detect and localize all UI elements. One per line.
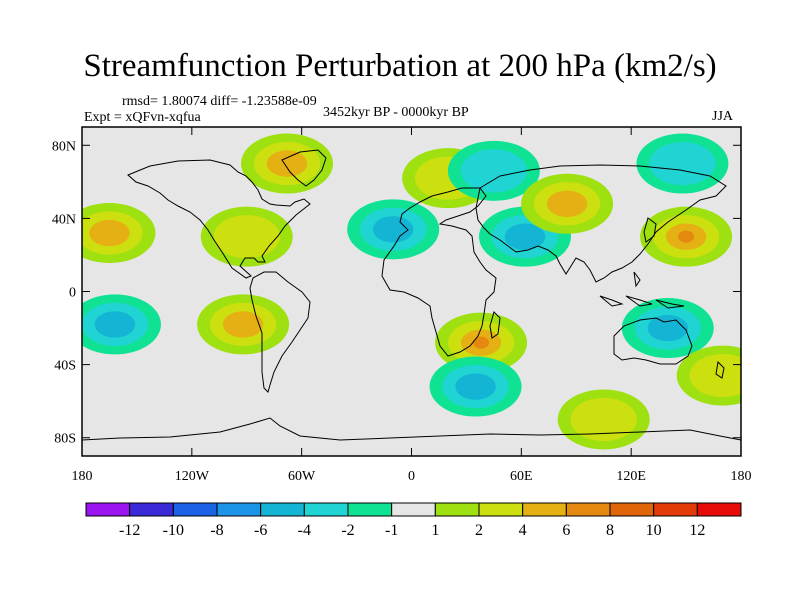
x-tick-label: 180: [731, 469, 752, 484]
anomaly-contour-1-2: [94, 311, 136, 338]
y-tick-label: 40S: [54, 359, 76, 374]
colorbar-label: -4: [298, 522, 311, 539]
experiment-label: Expt = xQFvn-xqfua: [84, 110, 201, 125]
anomaly-contour-16-1: [689, 353, 741, 398]
coast-south-america: [249, 271, 311, 393]
axis-ticks: [81, 127, 742, 456]
period-label: 3452kyr BP - 0000kyr BP: [323, 105, 469, 120]
anomaly-contour-3-2: [222, 311, 264, 338]
coast-japan: [643, 217, 657, 243]
plot-title: Streamfunction Perturbation at 200 hPa (…: [83, 48, 717, 84]
colorbar-box: [522, 502, 567, 517]
y-tick-label: 0: [69, 286, 76, 301]
y-tick-label: 80N: [52, 139, 76, 154]
anomaly-contour-8-2: [504, 223, 546, 250]
colorbar-label: -10: [163, 522, 184, 539]
anomaly-contour-15-2: [647, 314, 689, 342]
colorbar-box: [696, 502, 742, 517]
colorbar-box: [216, 502, 262, 517]
x-tick-label: 120W: [175, 469, 210, 484]
coast-greenland: [281, 149, 327, 187]
colorbar-label: 1: [431, 522, 439, 539]
season-label: JJA: [712, 109, 734, 124]
colorbar-label: -2: [341, 522, 354, 539]
colorbar-label: 8: [606, 522, 614, 539]
anomaly-contour-14-1: [649, 141, 716, 186]
anomaly-contour-7-3: [473, 336, 490, 349]
x-tick-label: 60E: [510, 469, 533, 484]
x-tick-label: 180: [72, 469, 93, 484]
stats-label: rmsd= 1.80074 diff= -1.23588e-09: [122, 94, 317, 109]
colorbar-box: [391, 502, 436, 517]
anomaly-contour-12-1: [570, 397, 637, 442]
coast-maritime-se-asia: [599, 271, 685, 309]
coastlines: [82, 149, 741, 441]
coast-north-america: [127, 159, 311, 279]
colorbar-box: [260, 502, 305, 517]
coast-asia: [475, 164, 727, 283]
colorbar-box: [129, 502, 174, 517]
colorbar-label: 12: [689, 522, 705, 539]
colorbar-box: [565, 502, 611, 517]
colorbar-box: [609, 502, 655, 517]
colorbar: -12 -10 -8 -6 -4 -2 -1 1 2 4 6 8 10 12: [85, 502, 742, 539]
anomaly-contour-10-1: [460, 149, 527, 193]
colorbar-box: [172, 502, 218, 517]
coast-madagascar: [489, 311, 501, 339]
anomaly-contour-9-2: [455, 373, 496, 400]
colorbar-label: 4: [519, 522, 527, 539]
colorbar-label: -12: [119, 522, 140, 539]
y-tick-label: 40N: [52, 212, 76, 227]
coast-europe-africa: [381, 187, 497, 357]
coast-antarctica: [82, 417, 741, 441]
y-tick-label: 80S: [54, 432, 76, 447]
colorbar-box: [434, 502, 480, 517]
colorbar-box: [653, 502, 698, 517]
colorbar-label: 6: [562, 522, 570, 539]
x-tick-label: 120E: [616, 469, 646, 484]
colorbar-box: [478, 502, 524, 517]
coast-new-zealand: [715, 360, 725, 379]
colorbar-box: [85, 502, 131, 517]
x-tick-label: 60W: [288, 469, 316, 484]
colorbar-label: -8: [210, 522, 223, 539]
anomaly-contour-4-2: [266, 150, 308, 177]
anomaly-contour-5-2: [372, 216, 414, 243]
x-tick-label: 0: [408, 469, 415, 484]
coast-australia: [613, 317, 693, 365]
anomaly-contour-2-1: [213, 215, 280, 259]
anomaly-contour-13-3: [678, 230, 695, 243]
colorbar-label: -6: [254, 522, 267, 539]
colorbar-box: [303, 502, 349, 517]
colorbar-box: [347, 502, 393, 517]
anomaly-contour-0-2: [89, 219, 130, 247]
colorbar-label: 10: [646, 522, 662, 539]
colorbar-label: 2: [475, 522, 483, 539]
anomaly-contour-11-2: [546, 190, 588, 217]
colorbar-label: -1: [385, 522, 398, 539]
